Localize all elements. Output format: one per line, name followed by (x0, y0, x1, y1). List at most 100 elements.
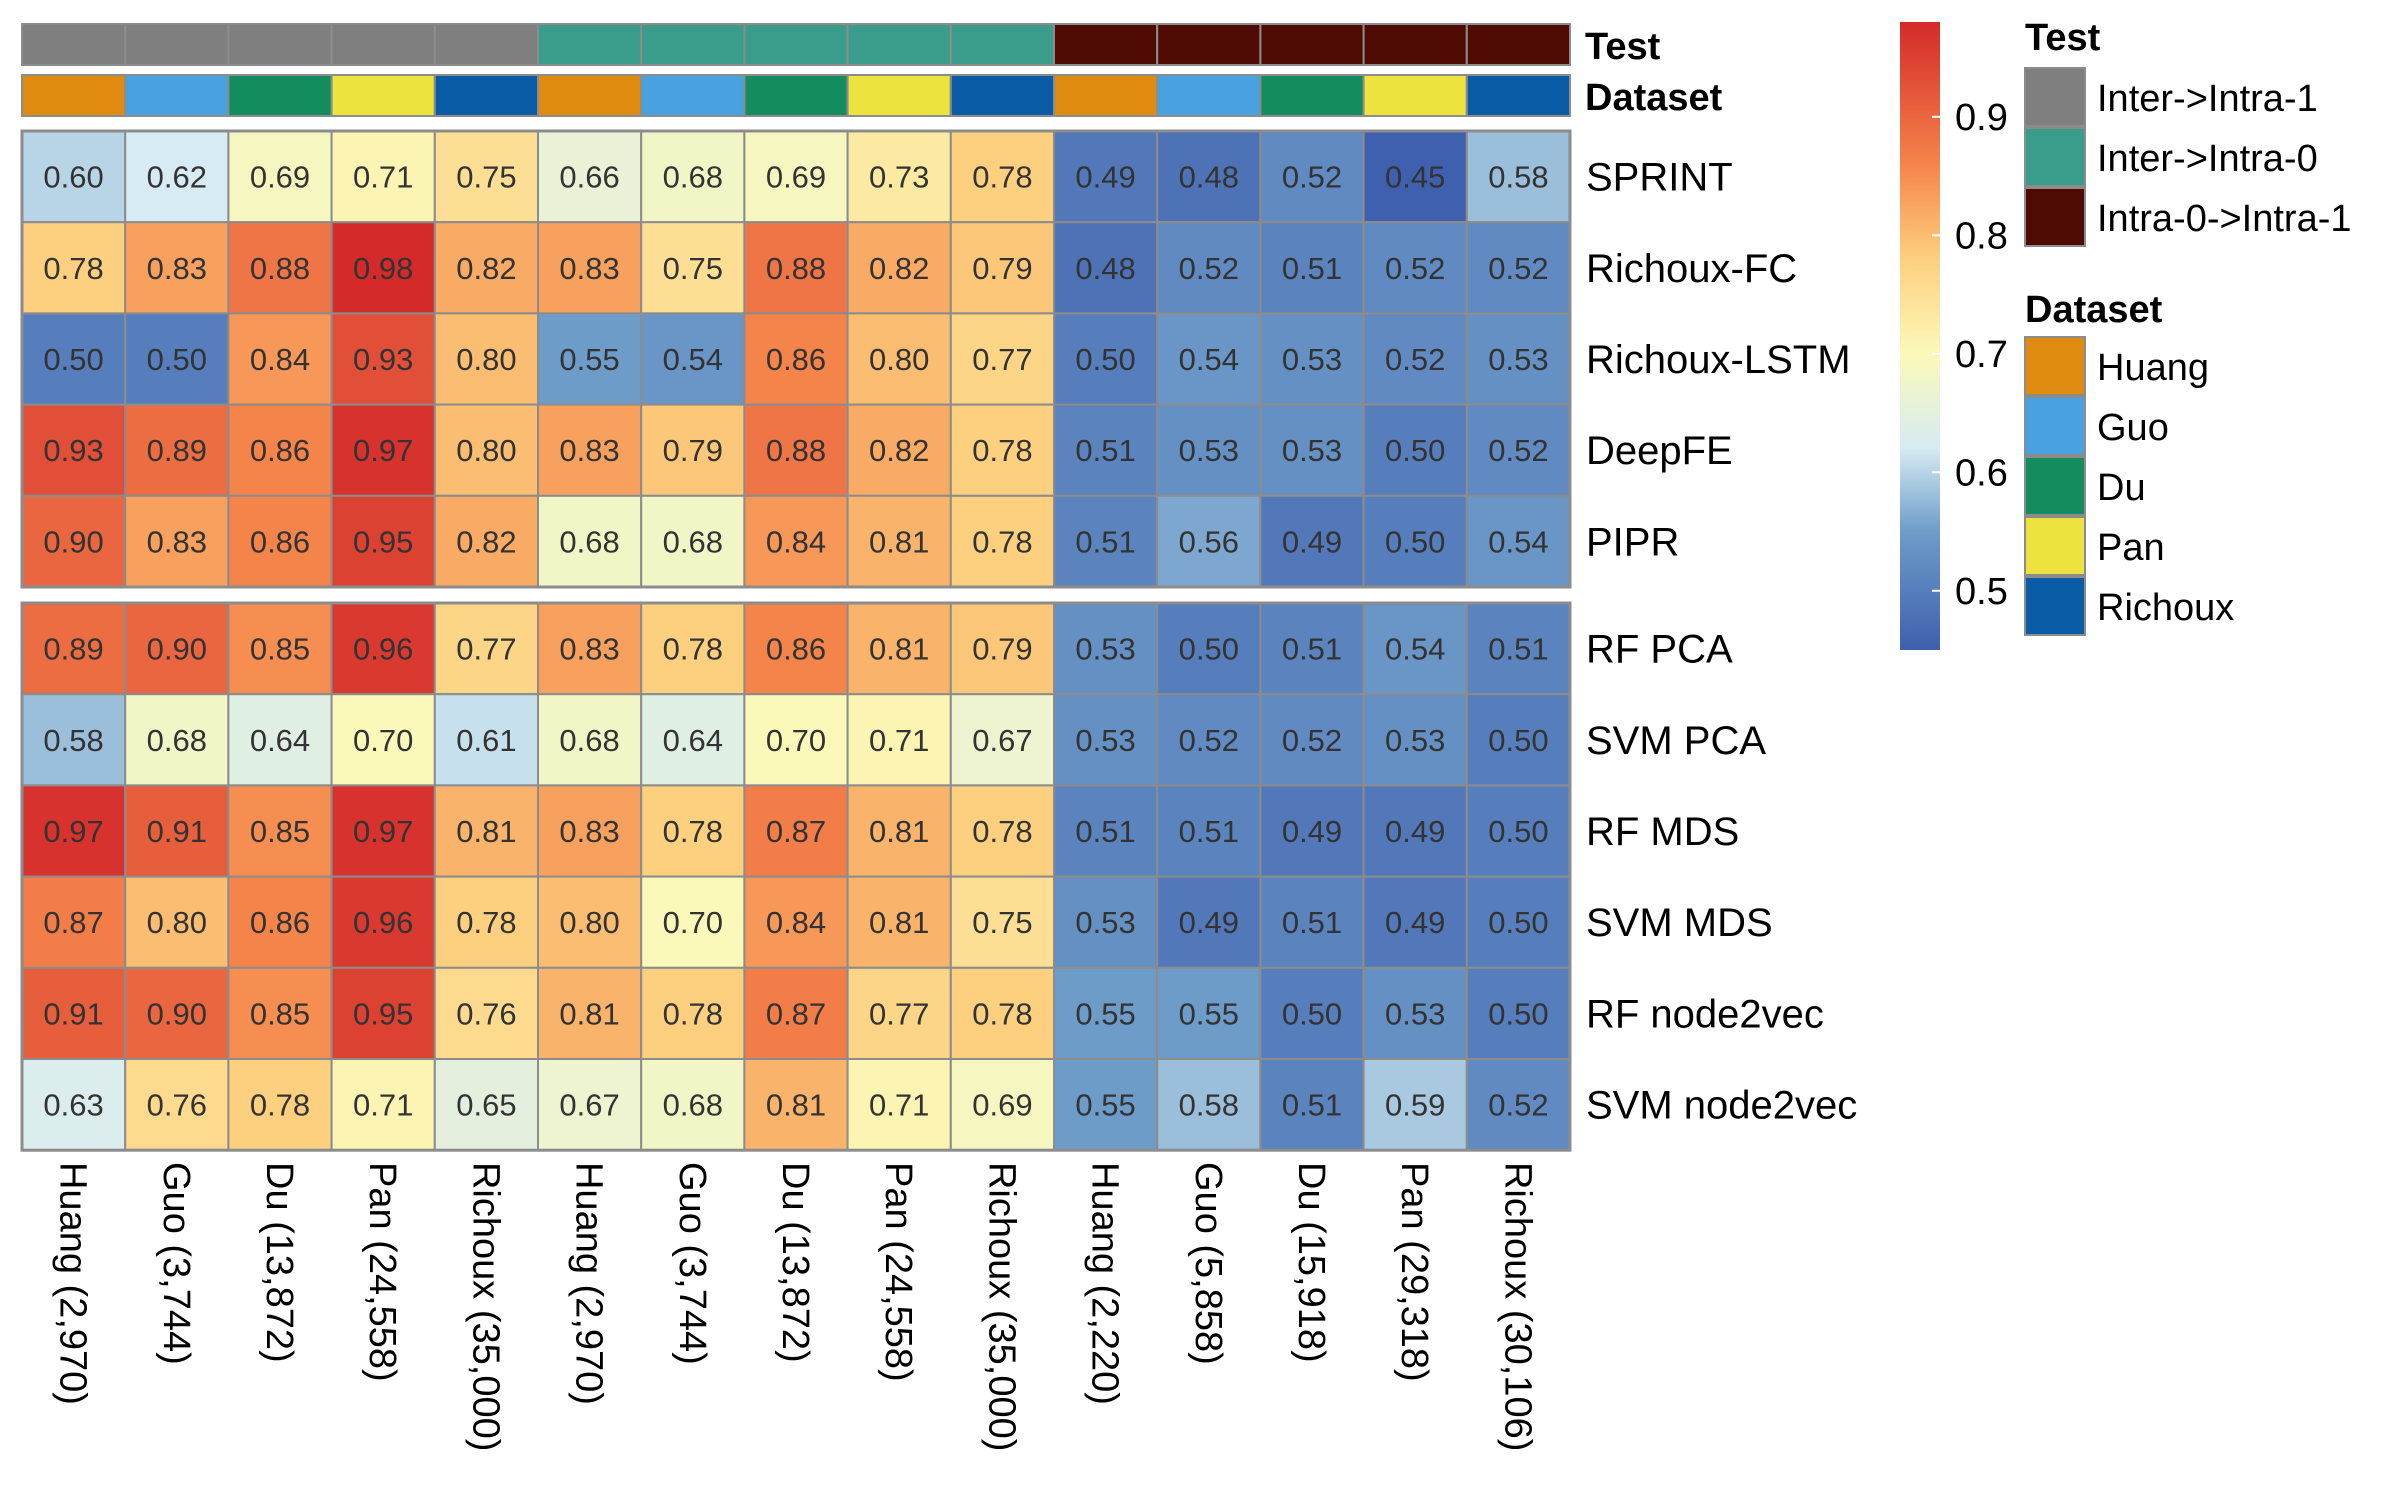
heatmap-cell (124, 875, 230, 969)
colorbar-gradient (1900, 22, 1940, 650)
cell-value-label: 0.52 (1385, 251, 1445, 286)
heatmap-cell (1053, 966, 1159, 1060)
cell-value-label: 0.83 (559, 433, 619, 468)
legend-test-item-label: Inter->Intra-1 (2097, 78, 2318, 120)
row-label: SVM MDS (1586, 901, 1773, 945)
cell-value-label: 0.78 (456, 905, 516, 940)
heatmap-cell (330, 403, 436, 497)
cell-value-label: 0.52 (1179, 723, 1239, 758)
dataset-annotation-cell (21, 74, 127, 117)
heatmap-cell (227, 403, 333, 497)
dataset-annotation-cell (743, 74, 849, 117)
heatmap-cell (743, 693, 849, 787)
cell-value-label: 0.78 (663, 996, 723, 1031)
colorbar-tick-label: 0.9 (1955, 97, 2008, 139)
heatmap-cell (846, 875, 952, 969)
heatmap-cell (1465, 966, 1572, 1060)
heatmap-cell (330, 602, 436, 696)
cell-value-label: 0.62 (147, 160, 207, 195)
cell-value-label: 0.50 (147, 342, 207, 377)
cell-value-label: 0.55 (1075, 1088, 1135, 1123)
heatmap-cell (1156, 130, 1262, 224)
cell-value-label: 0.51 (1075, 814, 1135, 849)
cell-value-label: 0.78 (972, 814, 1032, 849)
heatmap-cell (1465, 875, 1572, 969)
heatmap-cell (330, 221, 436, 315)
cell-value-label: 0.58 (1179, 1088, 1239, 1123)
dataset-annotation-cell (1465, 74, 1572, 117)
cell-value-label: 0.52 (1488, 433, 1548, 468)
heatmap-cell (743, 403, 849, 497)
cell-value-label: 0.70 (766, 723, 826, 758)
cell-value-label: 0.54 (1385, 632, 1445, 667)
cell-value-label: 0.65 (456, 1088, 516, 1123)
heatmap-cell (537, 221, 643, 315)
legend-test-item-swatch (2024, 67, 2086, 127)
heatmap-cell (21, 494, 127, 588)
column-labels: Huang (2,970) Guo (3,744) Du (13,872) Pan (… (52, 1162, 1539, 1451)
legend-title-test: Test (2025, 17, 2101, 59)
cell-value-label: 0.84 (250, 342, 310, 377)
cell-value-label: 0.96 (353, 905, 413, 940)
heatmap-cell (1259, 784, 1365, 878)
cell-value-label: 0.51 (1282, 1088, 1342, 1123)
colorbar-tick-label: 0.5 (1955, 571, 2008, 613)
cell-value-label: 0.97 (43, 814, 103, 849)
cell-value-label: 0.82 (456, 251, 516, 286)
cell-value-label: 0.83 (559, 251, 619, 286)
cell-value-label: 0.54 (663, 342, 723, 377)
heatmap-cell (1156, 875, 1262, 969)
cell-value-label: 0.51 (1075, 433, 1135, 468)
cell-value-label: 0.51 (1075, 524, 1135, 559)
cell-value-label: 0.58 (1488, 160, 1548, 195)
cell-value-label: 0.68 (559, 524, 619, 559)
row-label: SVM PCA (1586, 719, 1766, 763)
heatmap-cell (537, 693, 643, 787)
cell-value-label: 0.97 (353, 433, 413, 468)
cell-value-label: 0.78 (250, 1088, 310, 1123)
cell-value-label: 0.54 (1179, 342, 1239, 377)
heatmap-cell (124, 1058, 230, 1152)
cell-value-label: 0.68 (663, 1088, 723, 1123)
heatmap-cell (640, 875, 746, 969)
heatmap-cell (1259, 312, 1365, 406)
row-group-outline (20, 601, 1572, 1152)
test-annotation-title: Test (1585, 26, 1661, 68)
dataset-annotation-cell (846, 74, 952, 117)
cell-value-label: 0.85 (250, 632, 310, 667)
heatmap-cell (433, 403, 539, 497)
cell-value-label: 0.55 (559, 342, 619, 377)
heatmap-cell (1156, 494, 1262, 588)
legend-dataset-item-label: Du (2097, 467, 2146, 509)
legend-dataset-item-label: Huang (2097, 347, 2209, 389)
cell-value-label: 0.78 (972, 524, 1032, 559)
test-annotation-cell (1156, 23, 1262, 66)
column-label: Guo (5,858) (1187, 1162, 1229, 1365)
cell-value-label: 0.71 (869, 723, 929, 758)
cell-value-label: 0.53 (1179, 433, 1239, 468)
cell-value-label: 0.70 (663, 905, 723, 940)
heatmap-cell (1259, 1058, 1365, 1152)
legend-dataset-item-label: Richoux (2097, 587, 2234, 629)
heatmap-cell (1362, 966, 1468, 1060)
dataset-annotation-cell (124, 74, 230, 117)
heatmap-cell (1156, 693, 1262, 787)
cell-value-label: 0.80 (147, 905, 207, 940)
cell-value-label: 0.78 (972, 160, 1032, 195)
heatmap-cell (949, 494, 1055, 588)
cell-value-label: 0.49 (1385, 905, 1445, 940)
cell-value-label: 0.53 (1075, 723, 1135, 758)
cell-value-label: 0.78 (972, 433, 1032, 468)
heatmap-cell (1362, 221, 1468, 315)
cell-value-label: 0.71 (353, 160, 413, 195)
cell-value-label: 0.88 (250, 251, 310, 286)
cell-value-label: 0.86 (250, 905, 310, 940)
test-annotation-cell (21, 23, 127, 66)
heatmap-cell (21, 602, 127, 696)
dataset-annotation-cell (640, 74, 746, 117)
heatmap-cell (743, 875, 849, 969)
heatmap-cell (743, 966, 849, 1060)
test-annotation-cell (1362, 23, 1468, 66)
cell-value-label: 0.84 (766, 524, 826, 559)
heatmap-cell (640, 221, 746, 315)
